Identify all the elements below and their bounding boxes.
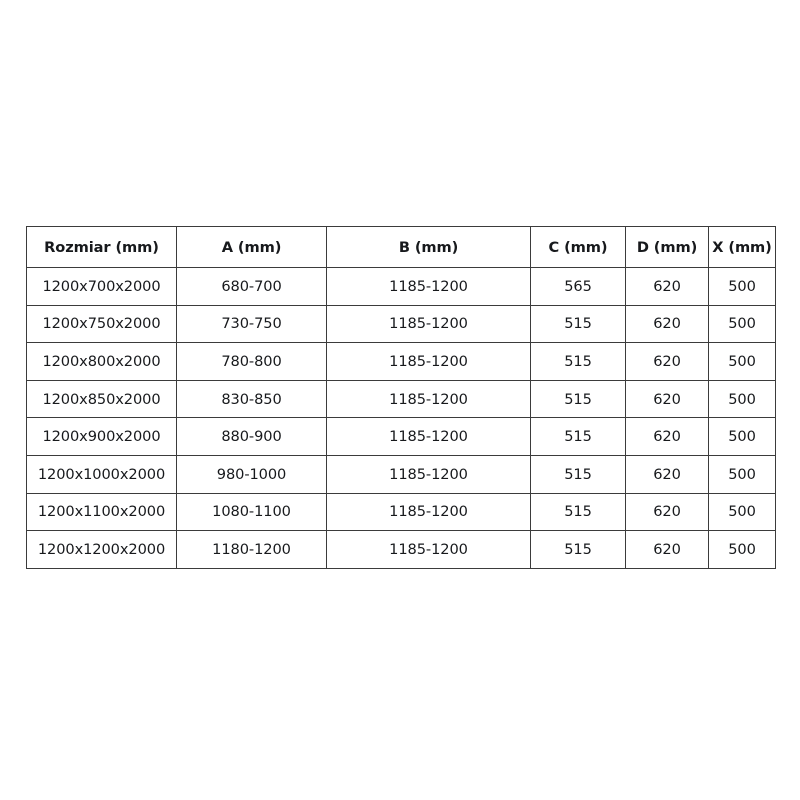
table-header-row: Rozmiar (mm) A (mm) B (mm) C (mm) D (mm)… bbox=[26, 226, 776, 268]
cell-size: 1200x750x2000 bbox=[26, 304, 177, 344]
cell-a: 830-850 bbox=[176, 379, 327, 419]
cell-a: 880-900 bbox=[176, 417, 327, 456]
cell-x: 500 bbox=[708, 530, 776, 569]
cell-c: 565 bbox=[530, 267, 626, 306]
table-row: 1200x800x2000 780-800 1185-1200 515 620 … bbox=[26, 342, 776, 381]
cell-a: 1080-1100 bbox=[176, 492, 327, 532]
column-header-x: X (mm) bbox=[708, 226, 776, 268]
cell-d: 620 bbox=[625, 492, 709, 532]
cell-size: 1200x800x2000 bbox=[26, 342, 177, 381]
cell-b: 1185-1200 bbox=[326, 530, 531, 569]
specification-table-container: Rozmiar (mm) A (mm) B (mm) C (mm) D (mm)… bbox=[26, 226, 776, 569]
cell-c: 515 bbox=[530, 530, 626, 569]
cell-x: 500 bbox=[708, 304, 776, 344]
cell-b: 1185-1200 bbox=[326, 417, 531, 456]
table-row: 1200x1000x2000 980-1000 1185-1200 515 62… bbox=[26, 454, 776, 494]
cell-size: 1200x1200x2000 bbox=[26, 530, 177, 569]
table-row: 1200x700x2000 680-700 1185-1200 565 620 … bbox=[26, 267, 776, 306]
table-row: 1200x1200x2000 1180-1200 1185-1200 515 6… bbox=[26, 530, 776, 569]
column-header-a: A (mm) bbox=[176, 226, 327, 268]
cell-size: 1200x900x2000 bbox=[26, 417, 177, 456]
cell-x: 500 bbox=[708, 342, 776, 381]
cell-size: 1200x850x2000 bbox=[26, 379, 177, 419]
cell-a: 730-750 bbox=[176, 304, 327, 344]
cell-c: 515 bbox=[530, 454, 626, 494]
column-header-c: C (mm) bbox=[530, 226, 626, 268]
dimensions-specification-table: Rozmiar (mm) A (mm) B (mm) C (mm) D (mm)… bbox=[26, 226, 776, 569]
cell-d: 620 bbox=[625, 342, 709, 381]
cell-b: 1185-1200 bbox=[326, 379, 531, 419]
cell-b: 1185-1200 bbox=[326, 454, 531, 494]
cell-b: 1185-1200 bbox=[326, 342, 531, 381]
cell-a: 1180-1200 bbox=[176, 530, 327, 569]
table-body: 1200x700x2000 680-700 1185-1200 565 620 … bbox=[26, 267, 776, 569]
cell-d: 620 bbox=[625, 530, 709, 569]
cell-a: 680-700 bbox=[176, 267, 327, 306]
cell-x: 500 bbox=[708, 492, 776, 532]
cell-c: 515 bbox=[530, 342, 626, 381]
cell-d: 620 bbox=[625, 379, 709, 419]
cell-c: 515 bbox=[530, 379, 626, 419]
cell-d: 620 bbox=[625, 304, 709, 344]
cell-a: 980-1000 bbox=[176, 454, 327, 494]
table-header: Rozmiar (mm) A (mm) B (mm) C (mm) D (mm)… bbox=[26, 226, 776, 268]
table-row: 1200x850x2000 830-850 1185-1200 515 620 … bbox=[26, 379, 776, 419]
table-row: 1200x900x2000 880-900 1185-1200 515 620 … bbox=[26, 417, 776, 456]
table-row: 1200x1100x2000 1080-1100 1185-1200 515 6… bbox=[26, 492, 776, 532]
cell-d: 620 bbox=[625, 417, 709, 456]
cell-size: 1200x1100x2000 bbox=[26, 492, 177, 532]
cell-b: 1185-1200 bbox=[326, 304, 531, 344]
cell-x: 500 bbox=[708, 454, 776, 494]
cell-c: 515 bbox=[530, 492, 626, 532]
cell-x: 500 bbox=[708, 417, 776, 456]
cell-size: 1200x700x2000 bbox=[26, 267, 177, 306]
cell-d: 620 bbox=[625, 454, 709, 494]
cell-c: 515 bbox=[530, 417, 626, 456]
cell-size: 1200x1000x2000 bbox=[26, 454, 177, 494]
cell-b: 1185-1200 bbox=[326, 267, 531, 306]
cell-d: 620 bbox=[625, 267, 709, 306]
table-row: 1200x750x2000 730-750 1185-1200 515 620 … bbox=[26, 304, 776, 344]
column-header-b: B (mm) bbox=[326, 226, 531, 268]
column-header-d: D (mm) bbox=[625, 226, 709, 268]
column-header-rozmiar: Rozmiar (mm) bbox=[26, 226, 177, 268]
cell-c: 515 bbox=[530, 304, 626, 344]
cell-b: 1185-1200 bbox=[326, 492, 531, 532]
cell-x: 500 bbox=[708, 379, 776, 419]
cell-x: 500 bbox=[708, 267, 776, 306]
cell-a: 780-800 bbox=[176, 342, 327, 381]
